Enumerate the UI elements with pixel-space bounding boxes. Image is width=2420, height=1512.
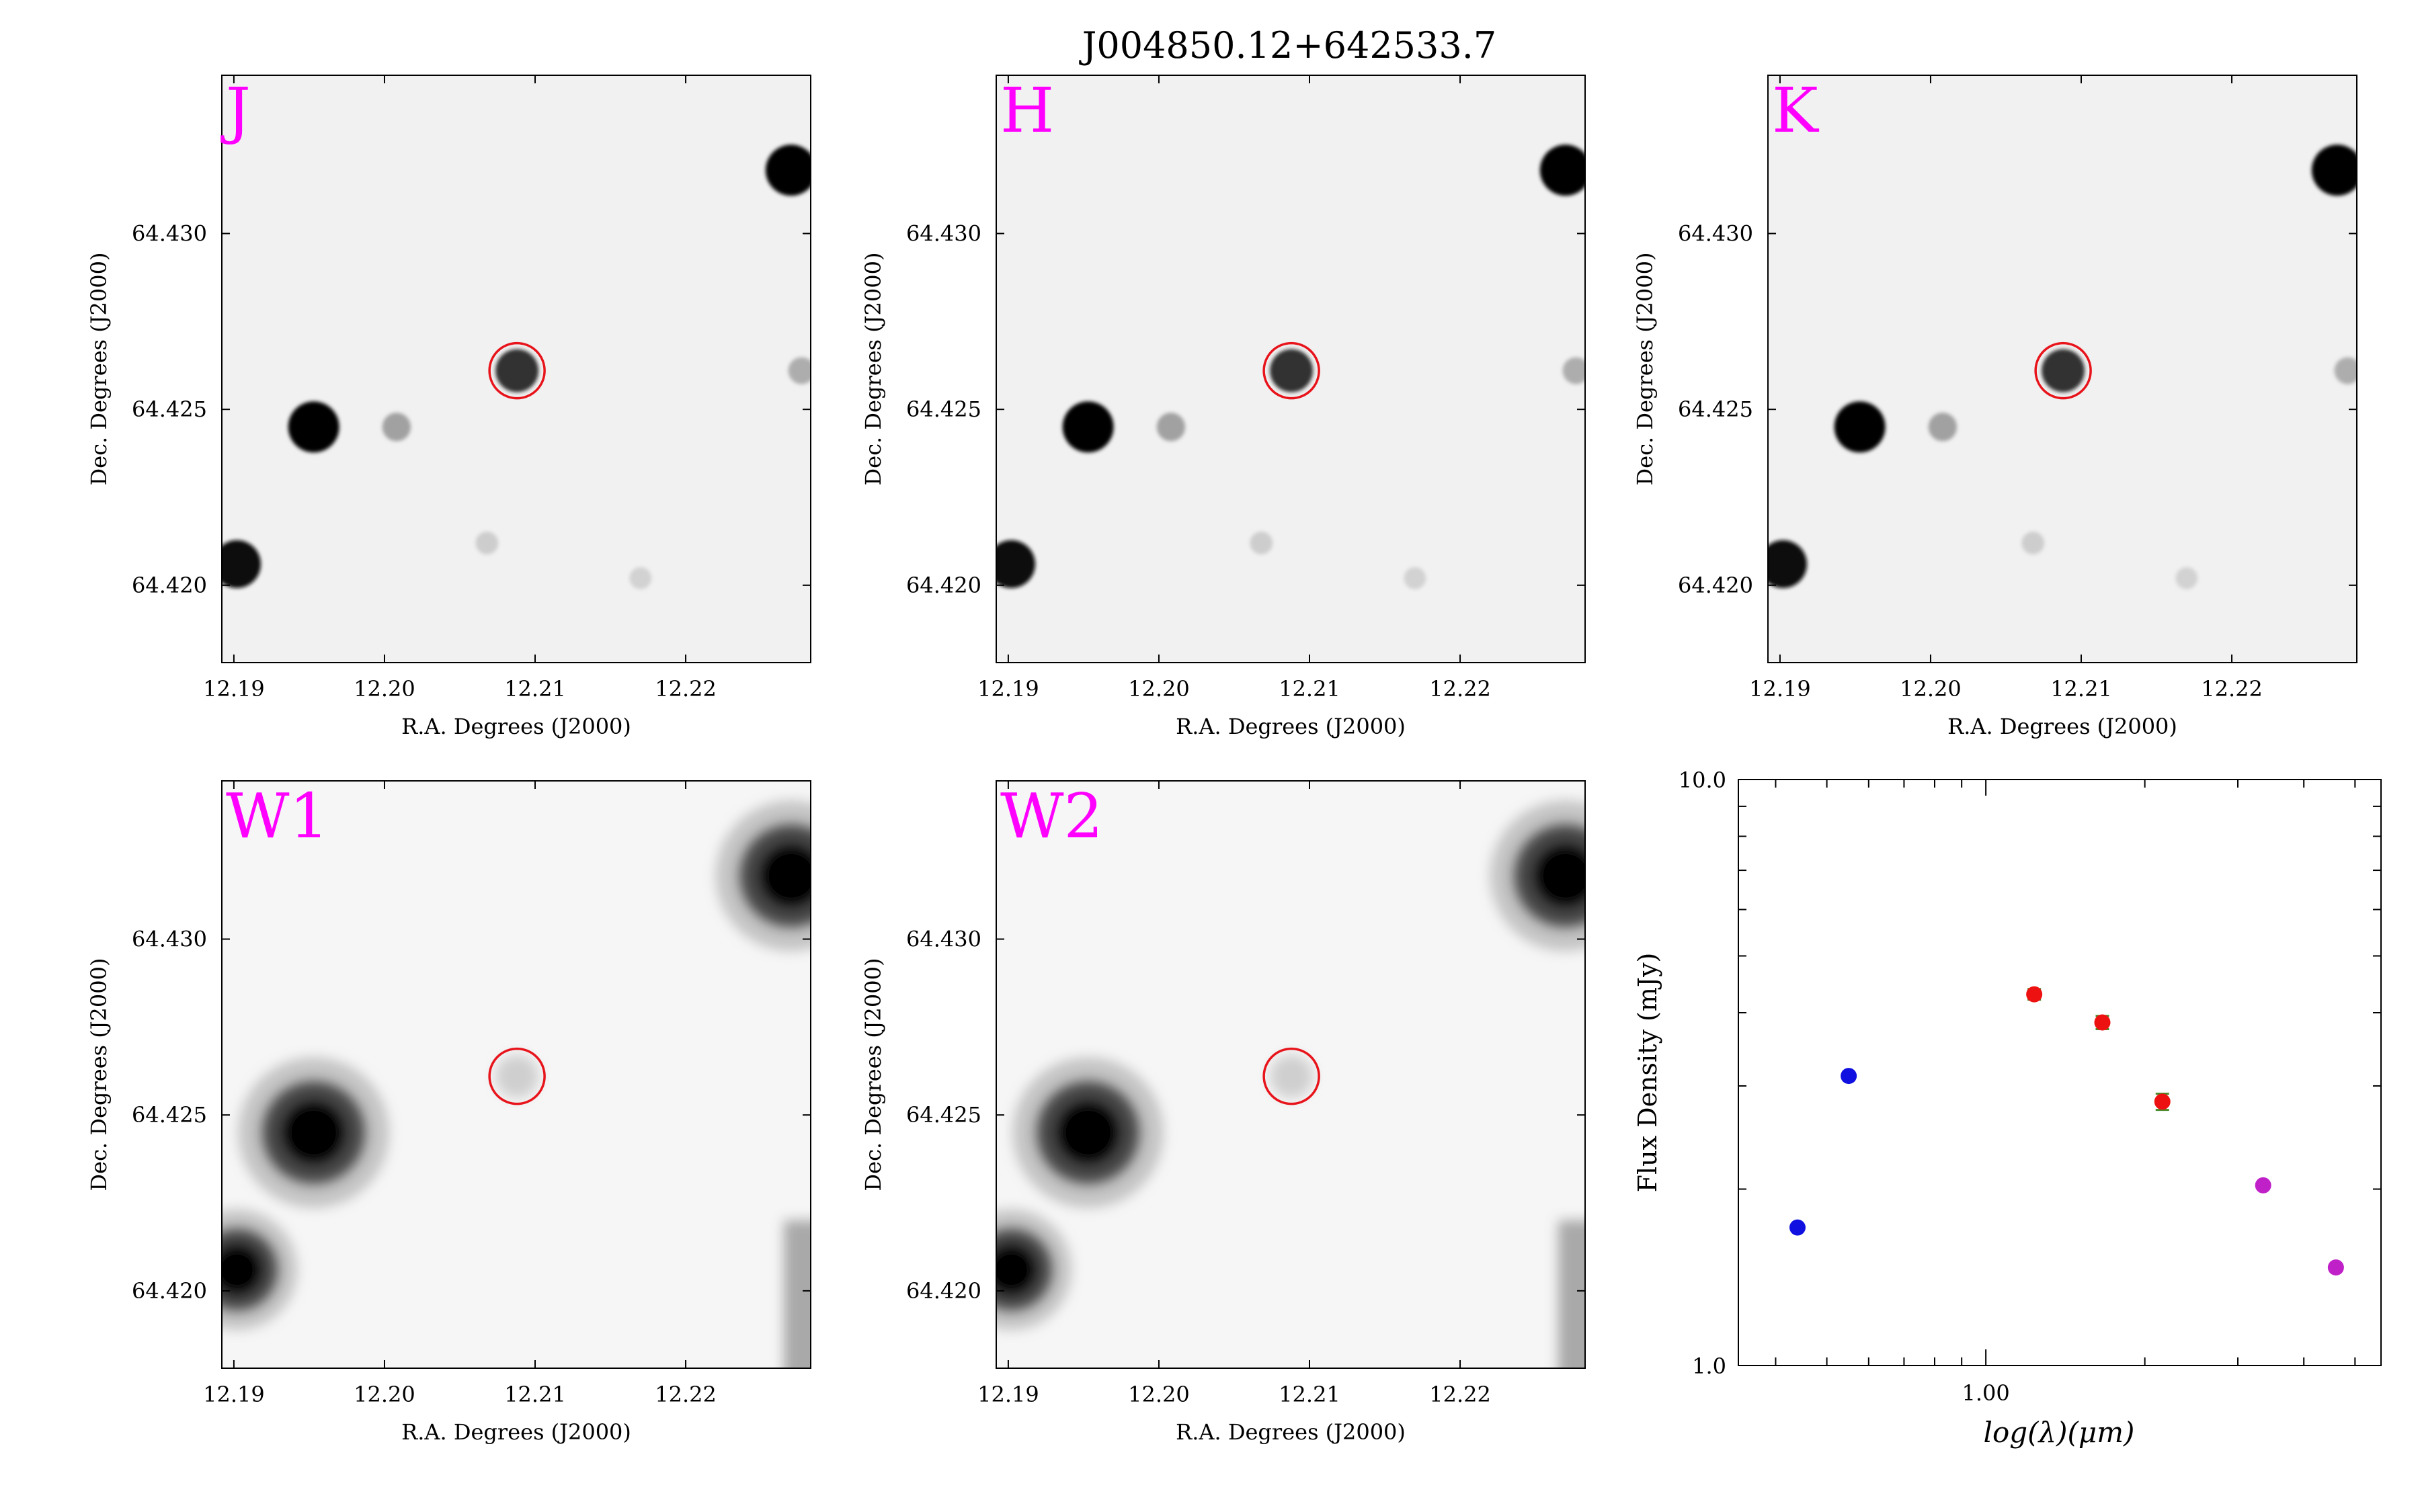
sky-image [996, 781, 1585, 1368]
x-tick-label: 12.20 [1128, 1382, 1190, 1407]
y-tick-label: 64.425 [1678, 396, 1753, 422]
sed-plot: 10.0 1.0 1.00 Flux Density (mJy) log(λ)(μm… [1633, 767, 2382, 1449]
sed-ylabel: Flux Density (mJy) [1633, 953, 1662, 1193]
x-tick-label: 12.22 [655, 676, 717, 702]
panel-frame [1767, 75, 2357, 663]
sed-point-mid_ir [2255, 1177, 2271, 1193]
y-axis-label: Dec. Degrees (J2000) [86, 958, 112, 1191]
figure-title: J004850.12+642533.7 [1079, 24, 1497, 67]
y-tick-label: 64.430 [132, 221, 207, 247]
x-tick-label: 12.20 [1900, 676, 1962, 702]
x-tick-label: 12.19 [203, 1382, 265, 1407]
y-axis-label: Dec. Degrees (J2000) [860, 253, 886, 486]
x-tick-label: 12.19 [203, 676, 265, 702]
image-panel-w2: W2 12.19 12.20 12.21 12.22 64.430 64.425 64.420… [860, 780, 1586, 1445]
y-tick-label: 64.425 [906, 396, 981, 422]
x-tick-label: 12.20 [354, 676, 415, 702]
x-tick-label: 12.20 [1128, 676, 1190, 702]
y-axis-label: Dec. Degrees (J2000) [86, 253, 112, 486]
x-tick-label: 12.19 [1749, 676, 1811, 702]
x-tick-label: 12.22 [655, 1382, 717, 1407]
band-label: H [1000, 75, 1054, 146]
image-panel-w1: W1 12.19 12.20 12.21 12.22 64.430 64.425 64.420… [86, 780, 811, 1445]
x-tick-label: 12.21 [2050, 676, 2112, 702]
band-label: J [220, 75, 251, 146]
panel-frame [996, 780, 1586, 1369]
target-circle [1262, 1047, 1320, 1105]
sed-point-near_ir [2094, 1014, 2111, 1031]
x-tick-label: 12.22 [2201, 676, 2263, 702]
x-axis-label: R.A. Degrees (J2000) [401, 1419, 631, 1445]
y-tick-label: 64.425 [132, 1102, 207, 1128]
x-axis-label: R.A. Degrees (J2000) [1176, 714, 1406, 739]
band-label: W2 [1000, 780, 1103, 852]
x-tick-label: 12.21 [504, 676, 566, 702]
x-tick-label: 12.21 [504, 1382, 566, 1407]
sky-image [1768, 75, 2357, 663]
x-tick-label: 12.21 [1279, 1382, 1340, 1407]
y-tick-label: 64.425 [906, 1102, 981, 1128]
sky-image [222, 75, 811, 663]
target-circle [2034, 341, 2092, 400]
y-tick-label: 64.420 [132, 1278, 207, 1304]
target-circle [488, 1047, 546, 1105]
sed-y-tick-label: 1.0 [1692, 1353, 1726, 1379]
sky-image [996, 75, 1585, 663]
x-axis-label: R.A. Degrees (J2000) [401, 714, 631, 739]
target-circle [488, 341, 546, 400]
x-axis-label: R.A. Degrees (J2000) [1947, 714, 2177, 739]
target-circle [1262, 341, 1320, 400]
sed-plot-frame [1738, 779, 2382, 1366]
x-axis-label: R.A. Degrees (J2000) [1176, 1419, 1406, 1445]
sed-point-near_ir [2154, 1093, 2171, 1110]
x-tick-label: 12.20 [354, 1382, 415, 1407]
y-tick-label: 64.430 [906, 927, 981, 952]
y-tick-label: 64.425 [132, 396, 207, 422]
y-tick-label: 64.420 [1678, 573, 1753, 598]
band-label: W1 [226, 780, 329, 852]
panel-frame [996, 75, 1586, 663]
y-axis-label: Dec. Degrees (J2000) [1632, 253, 1658, 486]
panel-frame [221, 780, 811, 1369]
y-tick-label: 64.430 [1678, 221, 1753, 247]
band-label: K [1772, 75, 1820, 146]
image-panel-h: H 12.19 12.20 12.21 12.22 64.430 64.425 64.420 R… [860, 75, 1586, 739]
y-tick-label: 64.430 [906, 221, 981, 247]
y-tick-label: 64.420 [906, 573, 981, 598]
image-panel-k: K 12.19 12.20 12.21 12.22 64.430 64.425 64.420 R… [1632, 75, 2357, 739]
sed-point-optical [1789, 1219, 1806, 1236]
sed-point-mid_ir [2327, 1259, 2344, 1276]
y-tick-label: 64.420 [906, 1278, 981, 1304]
x-tick-label: 12.19 [977, 676, 1039, 702]
sed-point-near_ir [2026, 986, 2043, 1003]
image-panel-j: J 12.19 12.20 12.21 12.22 64.430 64.425 64.420 R… [86, 75, 811, 739]
sed-x-tick-label: 1.00 [1962, 1380, 2010, 1406]
x-tick-label: 12.22 [1429, 1382, 1491, 1407]
x-tick-label: 12.22 [1429, 676, 1491, 702]
x-tick-label: 12.21 [1279, 676, 1340, 702]
y-tick-label: 64.420 [132, 573, 207, 598]
sed-xlabel: log(λ)(μm) [1984, 1416, 2135, 1449]
y-axis-label: Dec. Degrees (J2000) [860, 958, 886, 1191]
x-tick-label: 12.19 [977, 1382, 1039, 1407]
sed-point-optical [1841, 1068, 1857, 1085]
y-tick-label: 64.430 [132, 927, 207, 952]
panel-frame [221, 75, 811, 663]
sed-y-tick-label: 10.0 [1679, 767, 1726, 793]
sky-image [222, 781, 811, 1368]
